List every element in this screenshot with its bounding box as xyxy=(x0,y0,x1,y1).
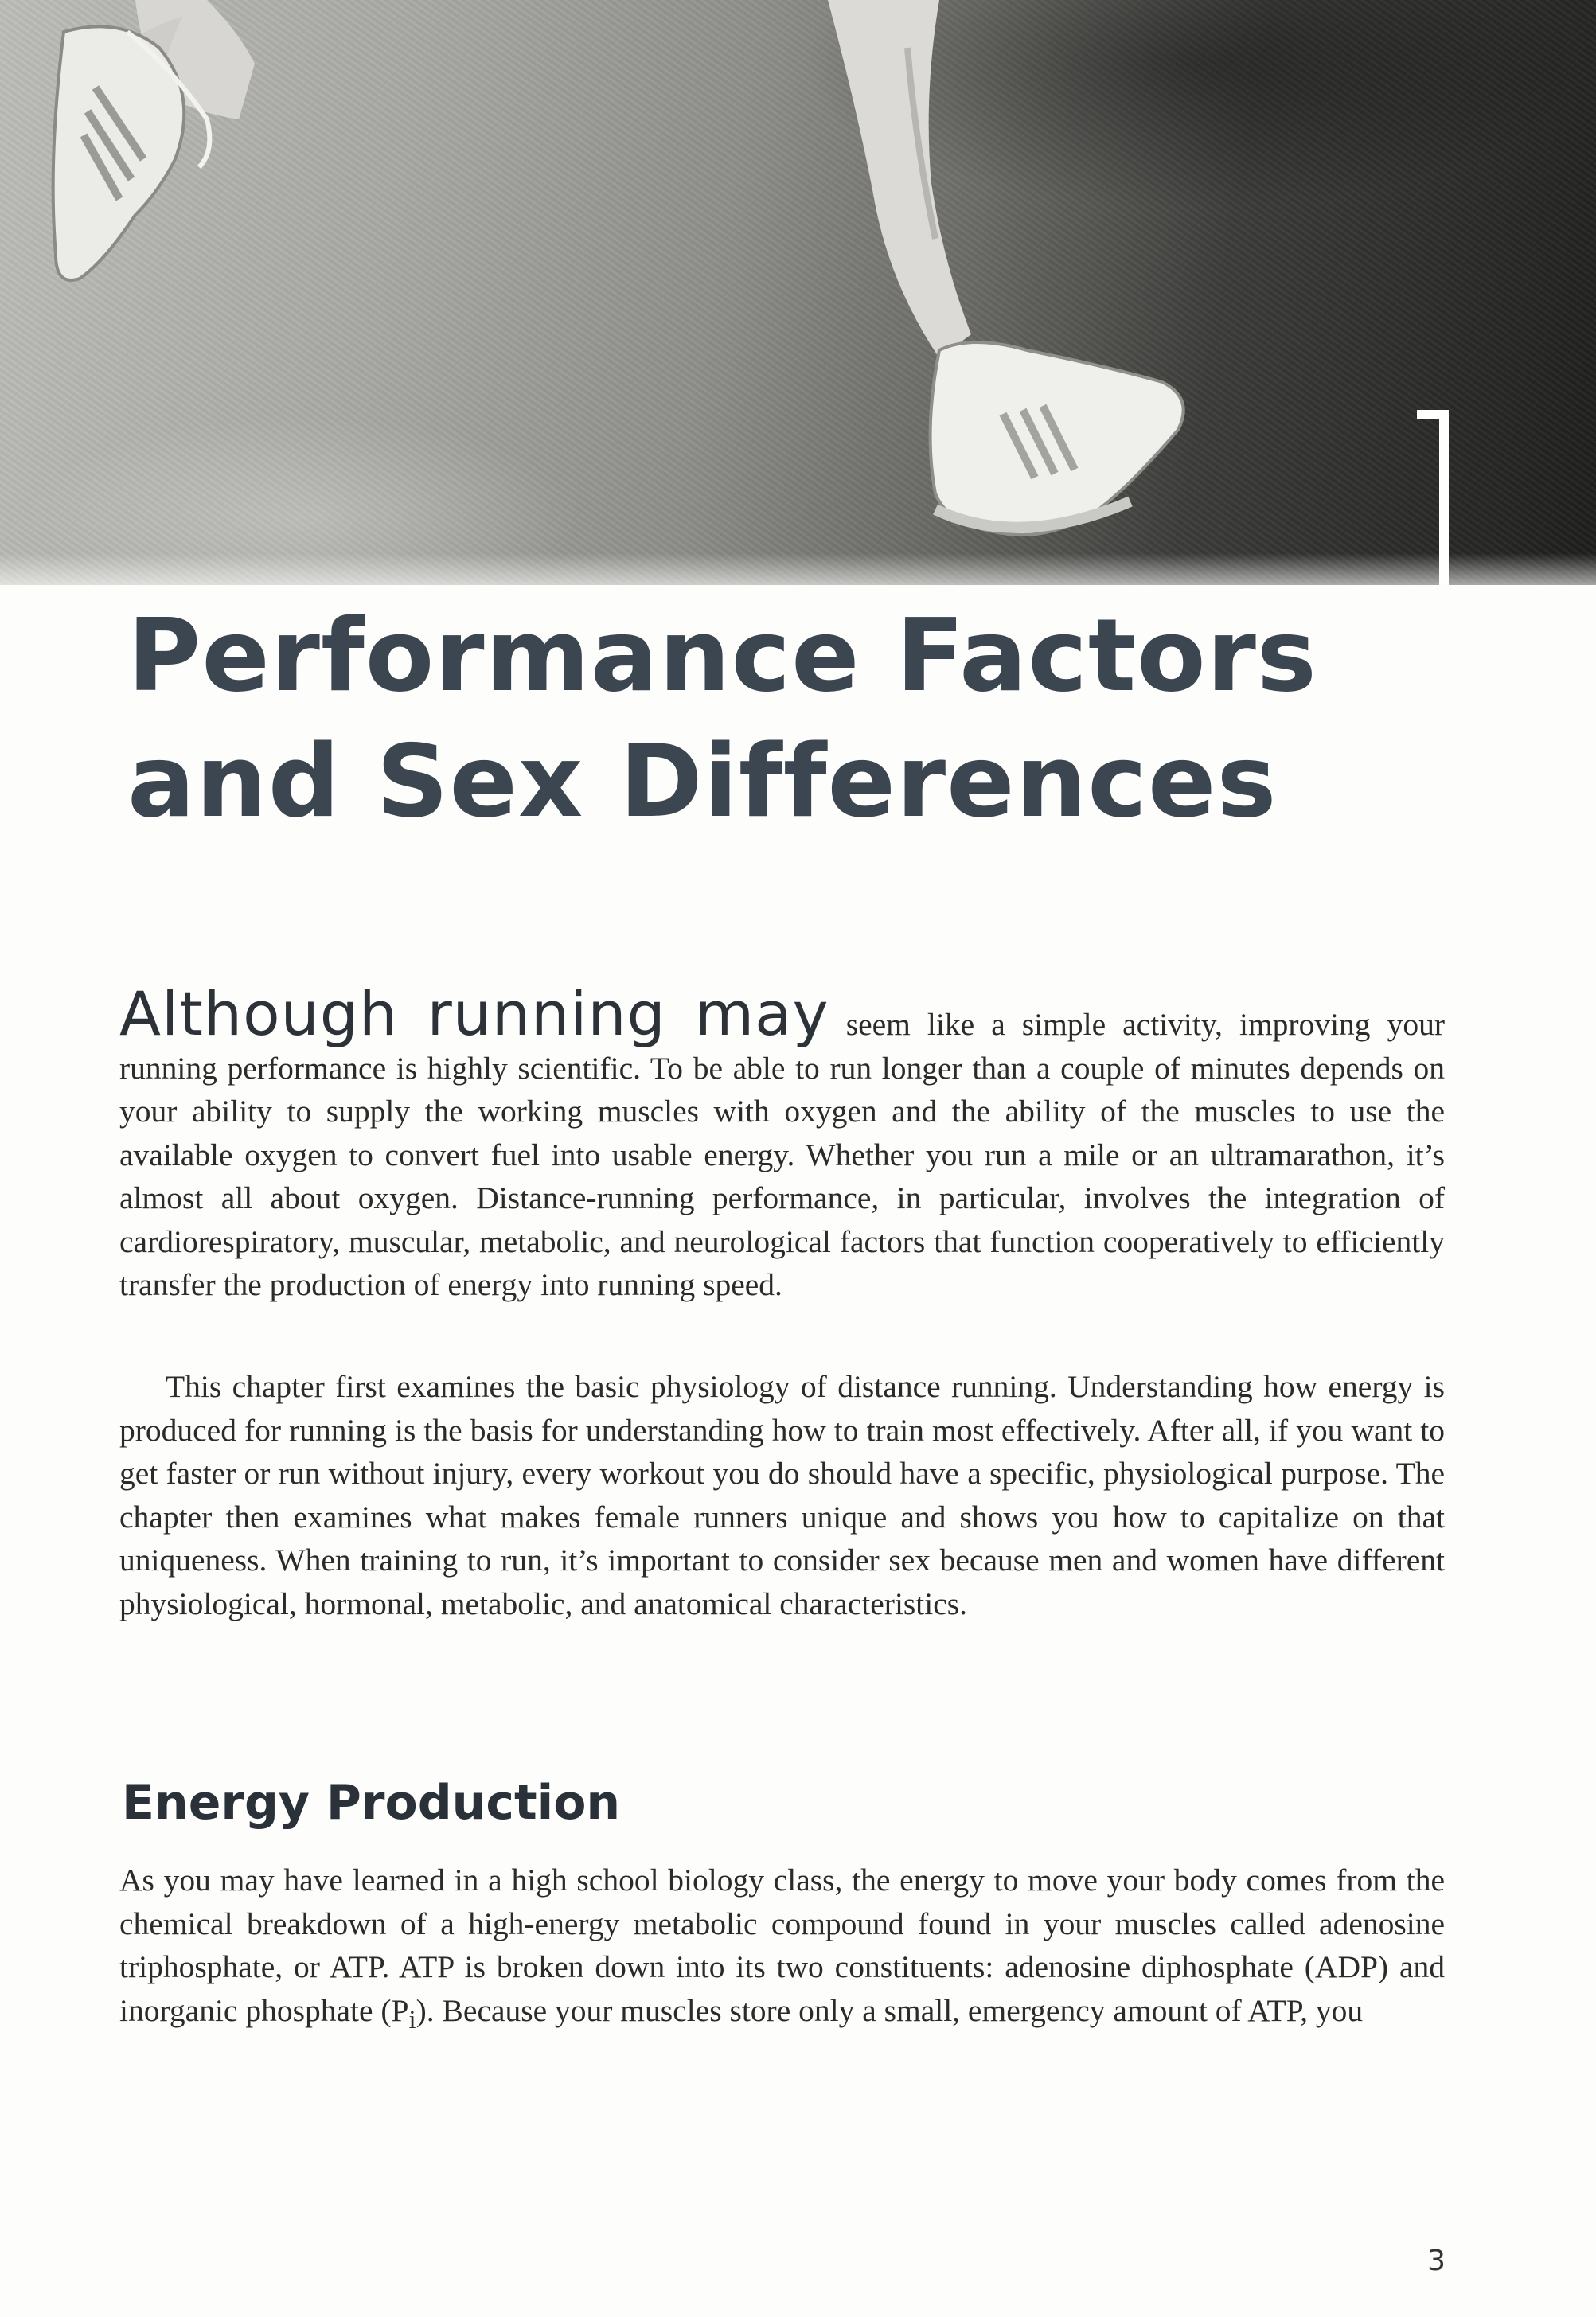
chapter-title-line-2: and Sex Differences xyxy=(127,723,1278,840)
chapter-number-glyph-stem xyxy=(1439,410,1449,585)
intro-paragraph-1: Although running may seem like a simple … xyxy=(119,984,1445,1307)
section-paragraph: As you may have learned in a high school… xyxy=(119,1859,1445,2042)
page-number: 3 xyxy=(1427,2245,1446,2277)
photo-fade xyxy=(0,553,1596,585)
chapter-title-line-1: Performance Factors xyxy=(127,597,1317,714)
lead-in-text: Although running may xyxy=(119,978,829,1049)
chapter-number-marker: 1 xyxy=(1417,410,1576,585)
intro-paragraph-2: This chapter first examines the basic ph… xyxy=(119,1369,1445,1621)
subscript-i: i xyxy=(408,2005,416,2034)
chapter-opener-photo: 1 xyxy=(0,0,1596,585)
runner-legs-illustration xyxy=(51,0,1185,536)
intro-paragraph-1-text: seem like a simple activity, improving y… xyxy=(119,1007,1445,1302)
section-heading: Energy Production xyxy=(122,1775,621,1831)
chapter-title: Performance Factors and Sex Differences xyxy=(127,593,1401,844)
section-paragraph-text-b: ). Because your muscles store only a sma… xyxy=(416,1992,1364,2028)
section-paragraph-text-a: As you may have learned in a high school… xyxy=(119,1863,1445,2028)
